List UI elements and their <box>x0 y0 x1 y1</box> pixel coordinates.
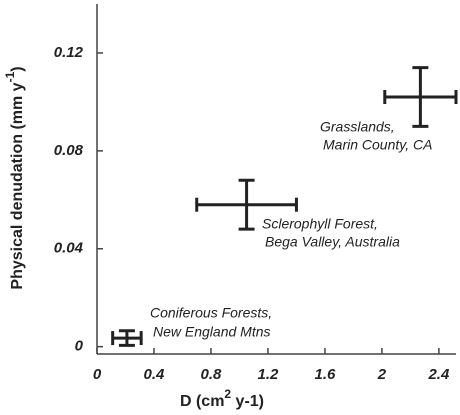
x-tick-label: 0.4 <box>144 366 166 383</box>
y-tick-label: 0.08 <box>54 142 84 159</box>
x-tick-label: 1.6 <box>315 366 337 383</box>
annotation: New England Mtns <box>153 324 271 340</box>
x-tick-label: 2 <box>377 366 387 383</box>
x-tick-label: 0.8 <box>201 366 223 383</box>
y-axis-title-part: ) <box>9 66 26 71</box>
y-axis-title-part: Physical denudation (mm y <box>9 82 26 289</box>
annotation: Grasslands, <box>320 119 395 135</box>
x-axis-title-part: D (cm <box>180 393 224 410</box>
y-tick-label: 0.12 <box>54 44 84 61</box>
annotation: Coniferous Forests, <box>150 305 272 321</box>
annotation: Sclerophyll Forest, <box>262 216 378 232</box>
y-tick-label: 0 <box>75 338 84 355</box>
annotation: Marin County, CA <box>323 137 432 153</box>
y-axis-title: Physical denudation (mm y-1) <box>3 66 26 289</box>
y-axis-title-part: -1 <box>3 71 17 82</box>
x-tick-label: 2.4 <box>427 366 450 383</box>
x-axis-title-part: 2 <box>224 387 231 401</box>
x-axis-title: D (cm2 y-1) <box>180 387 264 410</box>
x-axis-title-part: y-1) <box>231 393 264 410</box>
annotation: Bega Valley, Australia <box>265 234 400 250</box>
x-tick-label: 0 <box>93 366 102 383</box>
y-tick-label: 0.04 <box>54 240 84 257</box>
x-tick-label: 1.2 <box>258 366 280 383</box>
